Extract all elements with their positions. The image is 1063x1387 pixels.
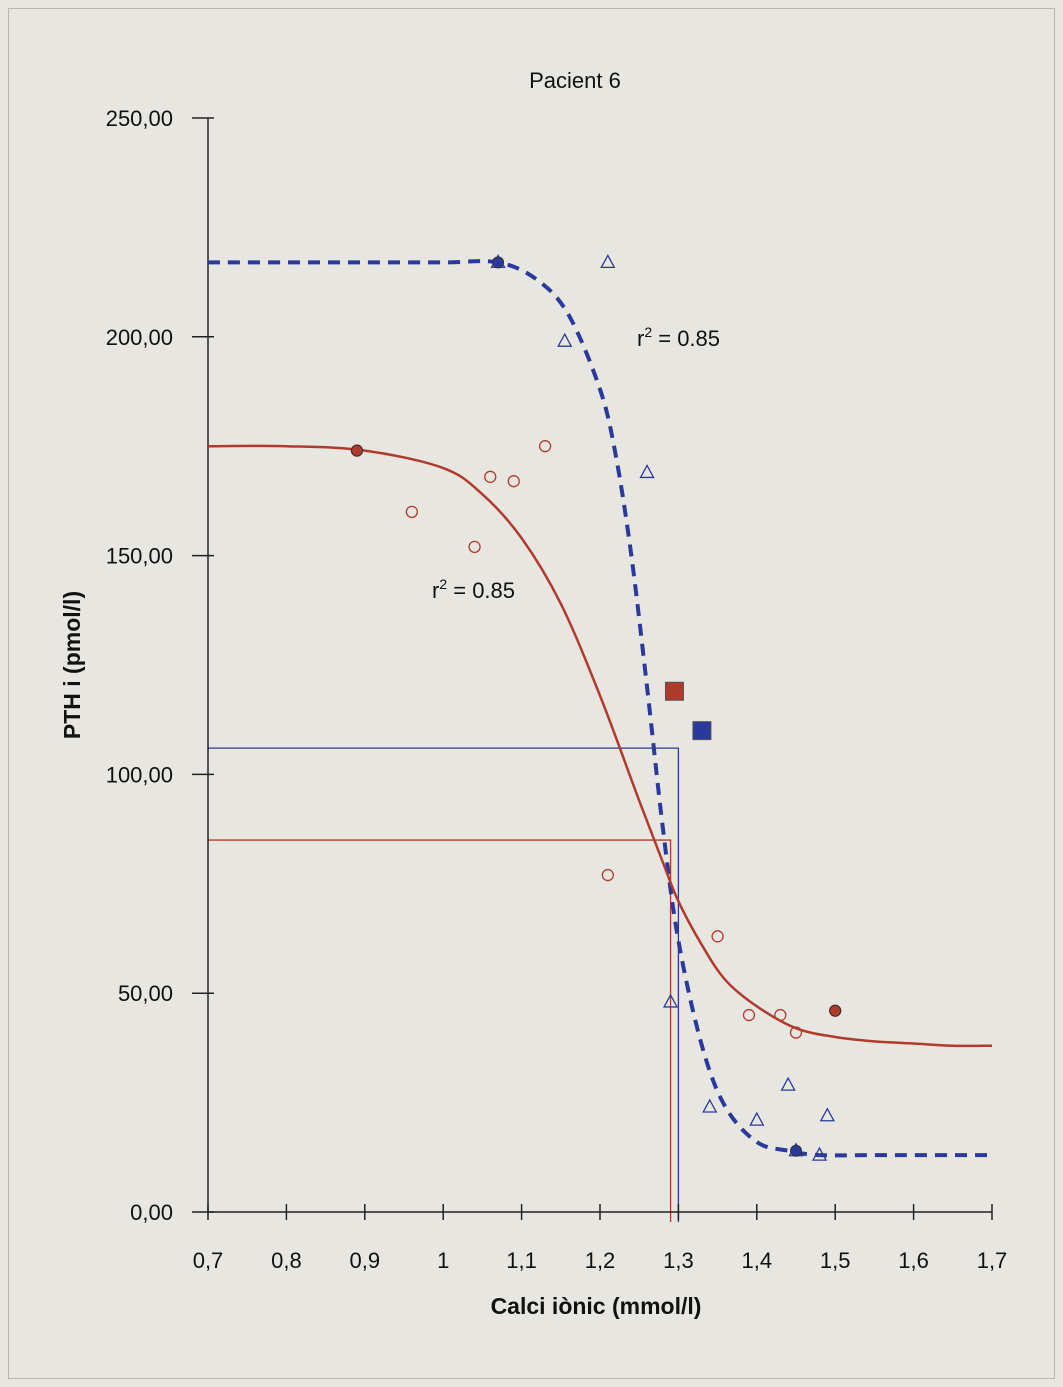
red-fit-curve — [207, 444, 993, 1048]
y-tick-label: 50,00 — [118, 981, 173, 1006]
y-tick-label: 0,00 — [130, 1200, 173, 1225]
y-axis-title: PTH i (pmol/l) — [59, 591, 85, 739]
red-setpoint-guide — [208, 839, 672, 1222]
x-tick-label: 0,9 — [350, 1248, 381, 1273]
x-tick-label: 0,8 — [271, 1248, 302, 1273]
y-ticks: 0,00 50,00 100,00 150,00 200,00 250,00 — [106, 106, 214, 1225]
red-setpoint-marker — [664, 681, 684, 701]
y-tick-label: 150,00 — [106, 544, 173, 569]
figure-frame — [8, 8, 1055, 1379]
blue-data-point — [749, 1111, 765, 1126]
x-tick-label: 1,3 — [663, 1248, 694, 1273]
red-data-point — [538, 440, 552, 453]
y-tick-label: 200,00 — [106, 325, 173, 350]
data-points — [350, 254, 842, 1161]
blue-fit-anchor — [492, 256, 505, 269]
blue-data-point — [600, 254, 616, 269]
x-tick-label: 0,7 — [193, 1248, 224, 1273]
red-fit-anchor — [350, 444, 363, 457]
red-data-point — [789, 1026, 803, 1039]
red-data-point — [774, 1008, 787, 1022]
blue-data-point — [662, 993, 679, 1008]
blue-setpoint-guide — [208, 747, 680, 1222]
x-tick-label: 1,4 — [742, 1248, 773, 1273]
r2-red-label: r2 = 0.85 — [432, 576, 515, 603]
x-ticks: 0,7 0,8 0,9 1 1,1 1,2 1,3 1,4 1,5 1,6 1,7 — [193, 1204, 1008, 1273]
setpoint-guides — [208, 747, 680, 1222]
x-tick-label: 1,7 — [977, 1248, 1008, 1273]
red-data-point — [742, 1008, 756, 1022]
red-data-point — [484, 470, 497, 483]
blue-setpoint-marker — [692, 721, 712, 741]
r2-blue-label: r2 = 0.85 — [637, 324, 720, 351]
blue-data-point — [639, 464, 655, 479]
y-tick-label: 100,00 — [106, 762, 173, 787]
x-axis-title: Calci iònic (mmol/l) — [491, 1293, 702, 1319]
blue-fit-anchor — [790, 1144, 802, 1157]
red-data-point — [468, 540, 481, 553]
red-data-point — [601, 868, 614, 882]
blue-fit-curve — [208, 259, 992, 1158]
x-tick-label: 1,5 — [820, 1248, 851, 1273]
blue-data-point — [780, 1076, 796, 1091]
red-data-point — [507, 475, 520, 488]
x-tick-label: 1,1 — [506, 1248, 537, 1273]
x-tick-label: 1,2 — [585, 1248, 616, 1273]
red-data-point — [405, 505, 418, 518]
x-tick-label: 1,6 — [898, 1248, 929, 1273]
blue-data-point — [557, 332, 573, 347]
red-fit-anchor — [829, 1004, 842, 1017]
chart-title: Pacient 6 — [529, 68, 621, 93]
blue-data-point — [702, 1098, 718, 1113]
blue-data-point — [819, 1107, 835, 1122]
blue-data-point — [811, 1146, 828, 1161]
x-tick-label: 1 — [437, 1248, 449, 1273]
y-tick-label: 250,00 — [106, 106, 173, 131]
red-data-point — [711, 930, 724, 943]
